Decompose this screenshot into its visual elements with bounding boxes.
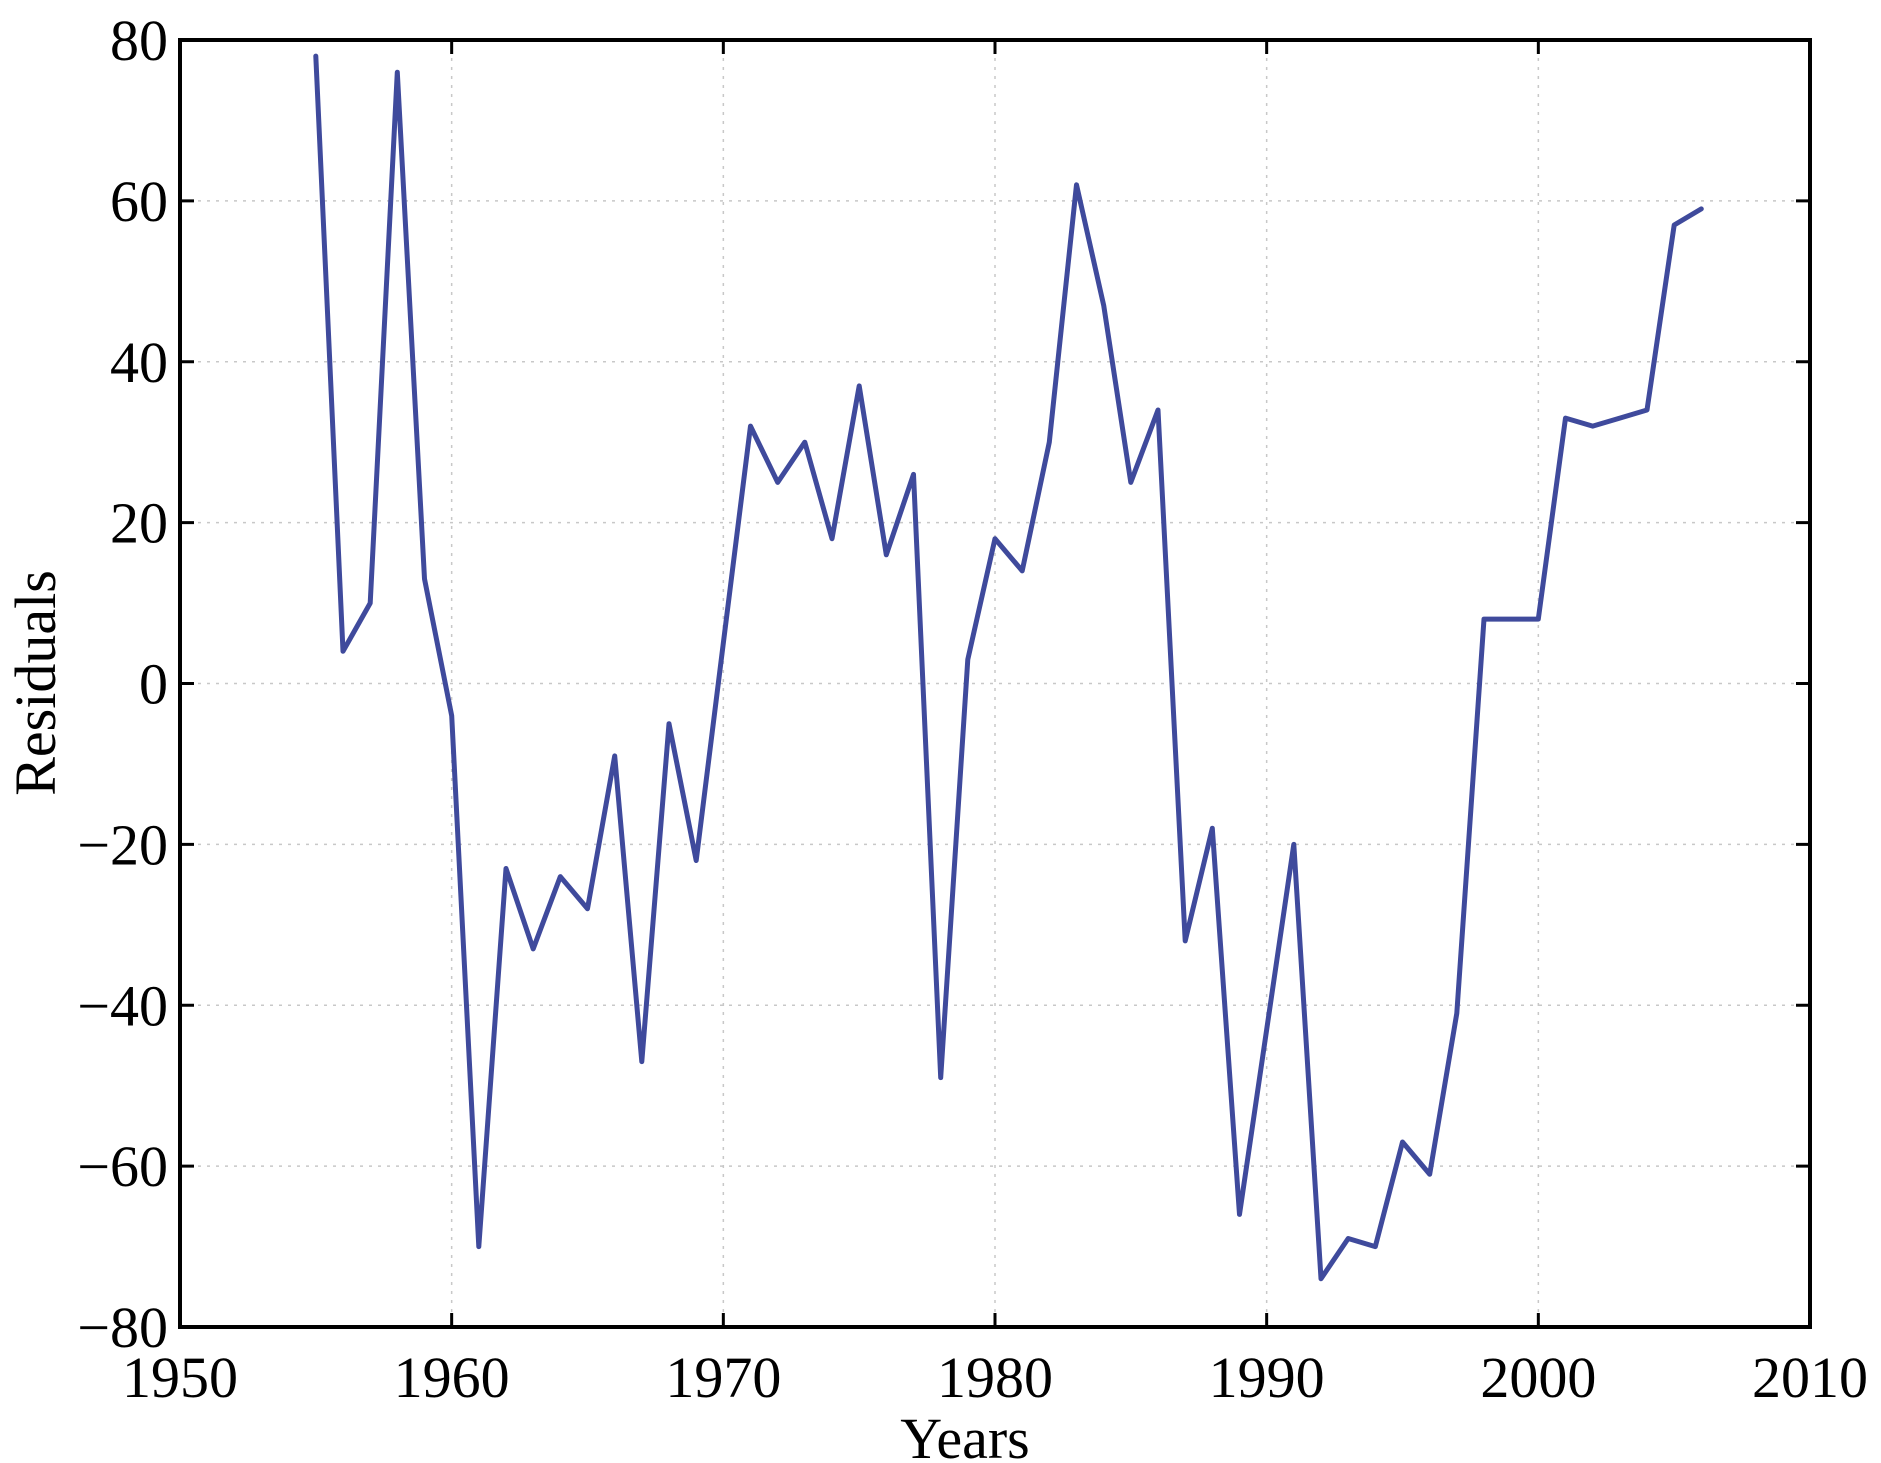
x-tick-label: 2000 <box>1480 1345 1596 1410</box>
data-point <box>803 440 807 444</box>
data-point <box>1428 1172 1432 1176</box>
data-point <box>1210 826 1214 830</box>
y-tick-label: 20 <box>110 491 168 556</box>
y-axis-label: Residuals <box>3 570 68 796</box>
data-point <box>857 384 861 388</box>
x-tick-label: 1970 <box>665 1345 781 1410</box>
data-point <box>1699 207 1703 211</box>
data-point <box>314 54 318 58</box>
y-tick-label: −20 <box>77 812 168 877</box>
data-point <box>1265 1027 1269 1031</box>
data-point <box>667 722 671 726</box>
data-point <box>1455 1011 1459 1015</box>
plot-frame <box>178 38 1812 1329</box>
data-point <box>558 875 562 879</box>
x-tick-label: 1990 <box>1209 1345 1325 1410</box>
data-point <box>1591 424 1595 428</box>
y-tick-label: 80 <box>110 8 168 73</box>
series-layer <box>313 53 1704 1282</box>
tick-label-layer: 1950 1960 1970 1980 1990 2000 2010 −80 −60 −40 −20… <box>77 8 1868 1410</box>
data-point <box>1564 416 1568 420</box>
data-point <box>504 867 508 871</box>
data-point <box>1373 1245 1377 1249</box>
data-point <box>1020 569 1024 573</box>
y-tick-label: −80 <box>77 1295 168 1360</box>
data-point <box>586 907 590 911</box>
data-point <box>395 70 399 74</box>
data-point <box>884 553 888 557</box>
data-point <box>450 714 454 718</box>
data-point <box>1618 416 1622 420</box>
data-point <box>749 424 753 428</box>
data-point <box>1183 939 1187 943</box>
data-point <box>1536 617 1540 621</box>
data-point <box>1319 1277 1323 1281</box>
data-point <box>1156 408 1160 412</box>
data-point <box>776 480 780 484</box>
data-point <box>1509 617 1513 621</box>
data-point <box>1102 303 1106 307</box>
x-tick-label: 1980 <box>937 1345 1053 1410</box>
data-point <box>531 947 535 951</box>
y-tick-label: 60 <box>110 169 168 234</box>
data-point <box>1075 183 1079 187</box>
data-point <box>721 641 725 645</box>
data-point <box>1238 1212 1242 1216</box>
data-point <box>368 601 372 605</box>
data-point <box>1292 842 1296 846</box>
grid-layer <box>180 40 1810 1327</box>
x-tick-label: 2010 <box>1752 1345 1868 1410</box>
x-tick-label: 1960 <box>394 1345 510 1410</box>
data-point <box>613 754 617 758</box>
data-point <box>966 657 970 661</box>
data-point <box>1129 480 1133 484</box>
data-point <box>939 1076 943 1080</box>
data-point <box>830 537 834 541</box>
x-axis-label: Years <box>900 1406 1029 1463</box>
data-point <box>423 577 427 581</box>
data-point <box>1672 223 1676 227</box>
x-tick-label: 1950 <box>122 1345 238 1410</box>
residuals-series-line <box>313 53 1704 1282</box>
data-point <box>1645 408 1649 412</box>
data-point <box>1401 1140 1405 1144</box>
data-point <box>1346 1237 1350 1241</box>
data-point <box>1482 617 1486 621</box>
y-tick-label: −40 <box>77 973 168 1038</box>
data-point <box>477 1245 481 1249</box>
y-tick-label: 0 <box>139 652 168 717</box>
y-tick-label: 40 <box>110 330 168 395</box>
data-point <box>993 537 997 541</box>
y-tick-label: −60 <box>77 1134 168 1199</box>
data-point <box>912 472 916 476</box>
data-point <box>694 859 698 863</box>
data-point <box>1047 440 1051 444</box>
data-point <box>640 1060 644 1064</box>
data-point <box>341 649 345 653</box>
